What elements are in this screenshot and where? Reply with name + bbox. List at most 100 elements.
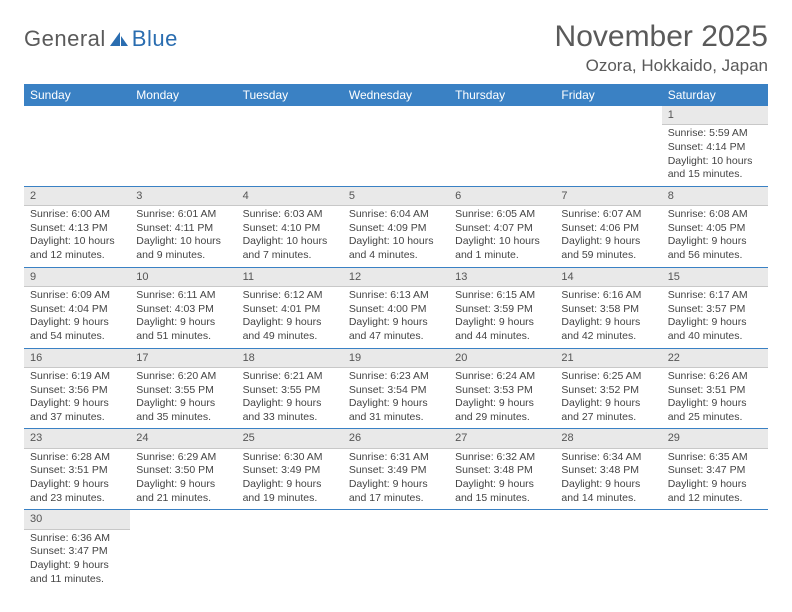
sunset-text: Sunset: 4:01 PM	[243, 303, 337, 317]
day-number: 4	[237, 187, 343, 206]
daylight-text: Daylight: 9 hours and 51 minutes.	[136, 316, 230, 343]
calendar-week-row: 9Sunrise: 6:09 AMSunset: 4:04 PMDaylight…	[24, 267, 768, 348]
sunrise-text: Sunrise: 6:20 AM	[136, 370, 230, 384]
daylight-text: Daylight: 10 hours and 4 minutes.	[349, 235, 443, 262]
calendar-day-cell: 11Sunrise: 6:12 AMSunset: 4:01 PMDayligh…	[237, 267, 343, 348]
day-details: Sunrise: 6:25 AMSunset: 3:52 PMDaylight:…	[555, 368, 661, 429]
calendar-day-cell	[237, 106, 343, 186]
day-number: 7	[555, 187, 661, 206]
sunset-text: Sunset: 3:47 PM	[30, 545, 124, 559]
daylight-text: Daylight: 9 hours and 14 minutes.	[561, 478, 655, 505]
day-details: Sunrise: 6:07 AMSunset: 4:06 PMDaylight:…	[555, 206, 661, 267]
calendar-day-cell: 9Sunrise: 6:09 AMSunset: 4:04 PMDaylight…	[24, 267, 130, 348]
calendar-day-cell: 7Sunrise: 6:07 AMSunset: 4:06 PMDaylight…	[555, 186, 661, 267]
sunset-text: Sunset: 3:53 PM	[455, 384, 549, 398]
day-number: 28	[555, 429, 661, 448]
sunset-text: Sunset: 4:11 PM	[136, 222, 230, 236]
day-number: 3	[130, 187, 236, 206]
sunset-text: Sunset: 3:47 PM	[668, 464, 762, 478]
sunset-text: Sunset: 3:55 PM	[243, 384, 337, 398]
day-number: 10	[130, 268, 236, 287]
day-details: Sunrise: 6:04 AMSunset: 4:09 PMDaylight:…	[343, 206, 449, 267]
day-number: 9	[24, 268, 130, 287]
day-number: 2	[24, 187, 130, 206]
calendar-day-cell	[555, 510, 661, 590]
day-number: 29	[662, 429, 768, 448]
sunrise-text: Sunrise: 6:35 AM	[668, 451, 762, 465]
brand-part1: General	[24, 26, 106, 52]
sunrise-text: Sunrise: 6:08 AM	[668, 208, 762, 222]
day-number: 17	[130, 349, 236, 368]
sunset-text: Sunset: 4:07 PM	[455, 222, 549, 236]
daylight-text: Daylight: 9 hours and 17 minutes.	[349, 478, 443, 505]
day-details: Sunrise: 6:11 AMSunset: 4:03 PMDaylight:…	[130, 287, 236, 348]
weekday-header: Saturday	[662, 84, 768, 106]
daylight-text: Daylight: 9 hours and 40 minutes.	[668, 316, 762, 343]
daylight-text: Daylight: 9 hours and 49 minutes.	[243, 316, 337, 343]
weekday-header: Wednesday	[343, 84, 449, 106]
sunset-text: Sunset: 3:49 PM	[349, 464, 443, 478]
calendar-week-row: 2Sunrise: 6:00 AMSunset: 4:13 PMDaylight…	[24, 186, 768, 267]
day-details: Sunrise: 6:32 AMSunset: 3:48 PMDaylight:…	[449, 449, 555, 510]
sunrise-text: Sunrise: 6:09 AM	[30, 289, 124, 303]
sunset-text: Sunset: 3:50 PM	[136, 464, 230, 478]
daylight-text: Daylight: 9 hours and 31 minutes.	[349, 397, 443, 424]
day-details: Sunrise: 6:36 AMSunset: 3:47 PMDaylight:…	[24, 530, 130, 591]
page-header: General Blue November 2025 Ozora, Hokkai…	[24, 20, 768, 76]
calendar-day-cell: 23Sunrise: 6:28 AMSunset: 3:51 PMDayligh…	[24, 429, 130, 510]
sunrise-text: Sunrise: 6:26 AM	[668, 370, 762, 384]
day-details: Sunrise: 6:12 AMSunset: 4:01 PMDaylight:…	[237, 287, 343, 348]
day-details: Sunrise: 6:16 AMSunset: 3:58 PMDaylight:…	[555, 287, 661, 348]
day-number: 24	[130, 429, 236, 448]
daylight-text: Daylight: 9 hours and 29 minutes.	[455, 397, 549, 424]
day-number: 22	[662, 349, 768, 368]
sunset-text: Sunset: 3:58 PM	[561, 303, 655, 317]
sunset-text: Sunset: 3:55 PM	[136, 384, 230, 398]
calendar-day-cell	[343, 106, 449, 186]
calendar-day-cell: 8Sunrise: 6:08 AMSunset: 4:05 PMDaylight…	[662, 186, 768, 267]
calendar-day-cell: 17Sunrise: 6:20 AMSunset: 3:55 PMDayligh…	[130, 348, 236, 429]
daylight-text: Daylight: 10 hours and 1 minute.	[455, 235, 549, 262]
calendar-day-cell: 15Sunrise: 6:17 AMSunset: 3:57 PMDayligh…	[662, 267, 768, 348]
calendar-day-cell: 19Sunrise: 6:23 AMSunset: 3:54 PMDayligh…	[343, 348, 449, 429]
day-number: 12	[343, 268, 449, 287]
sunrise-text: Sunrise: 6:25 AM	[561, 370, 655, 384]
calendar-day-cell: 4Sunrise: 6:03 AMSunset: 4:10 PMDaylight…	[237, 186, 343, 267]
sunrise-text: Sunrise: 6:32 AM	[455, 451, 549, 465]
day-details: Sunrise: 6:21 AMSunset: 3:55 PMDaylight:…	[237, 368, 343, 429]
day-number: 20	[449, 349, 555, 368]
month-title: November 2025	[555, 20, 768, 54]
calendar-day-cell: 25Sunrise: 6:30 AMSunset: 3:49 PMDayligh…	[237, 429, 343, 510]
calendar-day-cell	[343, 510, 449, 590]
sunrise-text: Sunrise: 6:36 AM	[30, 532, 124, 546]
day-details: Sunrise: 6:26 AMSunset: 3:51 PMDaylight:…	[662, 368, 768, 429]
calendar-day-cell: 28Sunrise: 6:34 AMSunset: 3:48 PMDayligh…	[555, 429, 661, 510]
title-block: November 2025 Ozora, Hokkaido, Japan	[555, 20, 768, 76]
day-details: Sunrise: 6:03 AMSunset: 4:10 PMDaylight:…	[237, 206, 343, 267]
calendar-day-cell: 22Sunrise: 6:26 AMSunset: 3:51 PMDayligh…	[662, 348, 768, 429]
weekday-header: Friday	[555, 84, 661, 106]
day-number: 26	[343, 429, 449, 448]
sunset-text: Sunset: 3:59 PM	[455, 303, 549, 317]
day-details: Sunrise: 6:05 AMSunset: 4:07 PMDaylight:…	[449, 206, 555, 267]
weekday-header: Monday	[130, 84, 236, 106]
day-number: 6	[449, 187, 555, 206]
daylight-text: Daylight: 9 hours and 33 minutes.	[243, 397, 337, 424]
daylight-text: Daylight: 9 hours and 21 minutes.	[136, 478, 230, 505]
sunrise-text: Sunrise: 6:31 AM	[349, 451, 443, 465]
calendar-day-cell: 21Sunrise: 6:25 AMSunset: 3:52 PMDayligh…	[555, 348, 661, 429]
weekday-header: Sunday	[24, 84, 130, 106]
sunset-text: Sunset: 3:49 PM	[243, 464, 337, 478]
sunrise-text: Sunrise: 5:59 AM	[668, 127, 762, 141]
day-details: Sunrise: 5:59 AMSunset: 4:14 PMDaylight:…	[662, 125, 768, 186]
calendar-day-cell: 24Sunrise: 6:29 AMSunset: 3:50 PMDayligh…	[130, 429, 236, 510]
day-number: 1	[662, 106, 768, 125]
daylight-text: Daylight: 9 hours and 15 minutes.	[455, 478, 549, 505]
weekday-header-row: SundayMondayTuesdayWednesdayThursdayFrid…	[24, 84, 768, 106]
calendar-day-cell: 2Sunrise: 6:00 AMSunset: 4:13 PMDaylight…	[24, 186, 130, 267]
daylight-text: Daylight: 9 hours and 27 minutes.	[561, 397, 655, 424]
daylight-text: Daylight: 9 hours and 54 minutes.	[30, 316, 124, 343]
sunrise-text: Sunrise: 6:05 AM	[455, 208, 549, 222]
daylight-text: Daylight: 9 hours and 56 minutes.	[668, 235, 762, 262]
sunset-text: Sunset: 3:56 PM	[30, 384, 124, 398]
